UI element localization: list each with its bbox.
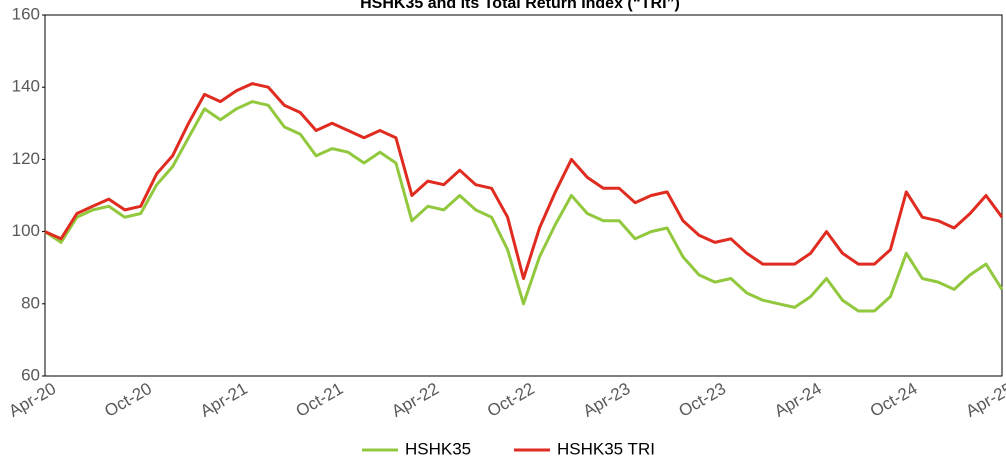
y-tick-label: 80 (21, 293, 40, 312)
line-series (44, 100, 1004, 313)
legend-label: HSHK35 (405, 439, 471, 458)
x-tick-label: Apr-23 (580, 379, 634, 421)
x-tick-label: Apr-24 (771, 379, 825, 421)
y-tick-label: 160 (12, 4, 40, 23)
legend-label: HSHK35 TRI (557, 439, 655, 458)
y-tick-label: 60 (21, 365, 40, 384)
y-tick-label: 100 (12, 221, 40, 240)
y-tick-label: 120 (12, 149, 40, 168)
x-tick-label: Oct-21 (293, 379, 347, 421)
y-tick-label: 140 (12, 77, 40, 96)
chart-title: HSHK35 and its Total Return Index (“TRI”… (360, 0, 680, 12)
x-tick-label: Apr-21 (197, 379, 251, 421)
x-tick-label: Apr-22 (388, 379, 442, 421)
x-tick-label: Apr-25 (963, 379, 1006, 421)
plot-area (44, 14, 1003, 377)
x-tick-label: Oct-20 (101, 379, 155, 421)
x-tick-label: Apr-20 (6, 379, 60, 421)
x-tick-label: Oct-22 (484, 379, 538, 421)
line-series (44, 82, 1004, 280)
x-tick-label: Oct-24 (867, 379, 921, 421)
x-tick-label: Oct-23 (675, 379, 729, 421)
